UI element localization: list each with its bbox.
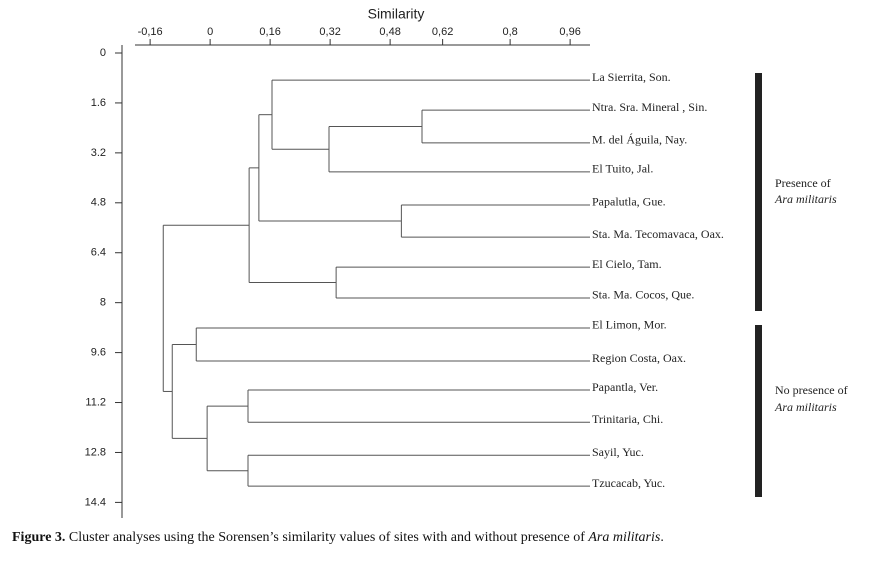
annotation: Ara militaris xyxy=(774,400,837,414)
annotation: No presence of xyxy=(775,383,848,397)
annotation: Presence of xyxy=(775,176,831,190)
leaf-label: Ntra. Sra. Mineral , Sin. xyxy=(592,100,707,114)
leaf-label: Papantla, Ver. xyxy=(592,380,658,394)
caption-species: Ara militaris xyxy=(588,530,661,545)
y-tick-label: 11.2 xyxy=(85,396,106,408)
caption-label: Figure 3. xyxy=(12,530,66,545)
y-tick-label: 4.8 xyxy=(91,197,106,209)
y-tick-label: 8 xyxy=(100,297,106,309)
y-tick-label: 12.8 xyxy=(85,446,106,458)
leaf-label: El Cielo, Tam. xyxy=(592,257,662,271)
leaf-label: Sta. Ma. Tecomavaca, Oax. xyxy=(592,227,724,241)
leaf-label: M. del Águila, Nay. xyxy=(592,133,687,147)
group-bar xyxy=(755,325,762,497)
leaf-label: La Sierrita, Son. xyxy=(592,70,671,84)
x-tick-label: 0 xyxy=(207,26,213,38)
x-tick-label: -0,16 xyxy=(138,26,163,38)
leaf-label: Trinitaria, Chi. xyxy=(592,412,663,426)
y-tick-label: 6.4 xyxy=(91,247,106,259)
y-tick-label: 3.2 xyxy=(91,147,106,159)
group-bar xyxy=(755,73,762,311)
y-tick-label: 14.4 xyxy=(85,496,106,508)
caption-end: . xyxy=(660,530,664,545)
leaf-label: Papalutla, Gue. xyxy=(592,195,666,209)
leaf-label: El Tuito, Jal. xyxy=(592,162,653,176)
x-tick-label: 0,48 xyxy=(379,26,400,38)
leaf-label: El Limon, Mor. xyxy=(592,318,667,332)
chart-title: Similarity xyxy=(368,6,425,22)
y-tick-label: 0 xyxy=(100,47,106,59)
y-tick-label: 1.6 xyxy=(91,97,106,109)
leaf-label: Sayil, Yuc. xyxy=(592,445,644,459)
x-tick-label: 0,32 xyxy=(319,26,340,38)
x-tick-label: 0,16 xyxy=(259,26,280,38)
annotation: Ara militaris xyxy=(774,192,837,206)
leaf-label: Sta. Ma. Cocos, Que. xyxy=(592,288,694,302)
leaf-label: Tzucacab, Yuc. xyxy=(592,476,665,490)
caption-text: Cluster analyses using the Sorensen’s si… xyxy=(68,530,585,545)
leaf-label: Region Costa, Oax. xyxy=(592,351,686,365)
x-tick-label: 0,96 xyxy=(559,26,580,38)
x-tick-label: 0,8 xyxy=(502,26,517,38)
y-tick-label: 9.6 xyxy=(91,347,106,359)
caption: Figure 3. Cluster analyses using the Sor… xyxy=(0,530,874,546)
chart: Similarity Presence of Ara militaris No … xyxy=(85,6,848,518)
x-tick-label: 0,62 xyxy=(432,26,453,38)
